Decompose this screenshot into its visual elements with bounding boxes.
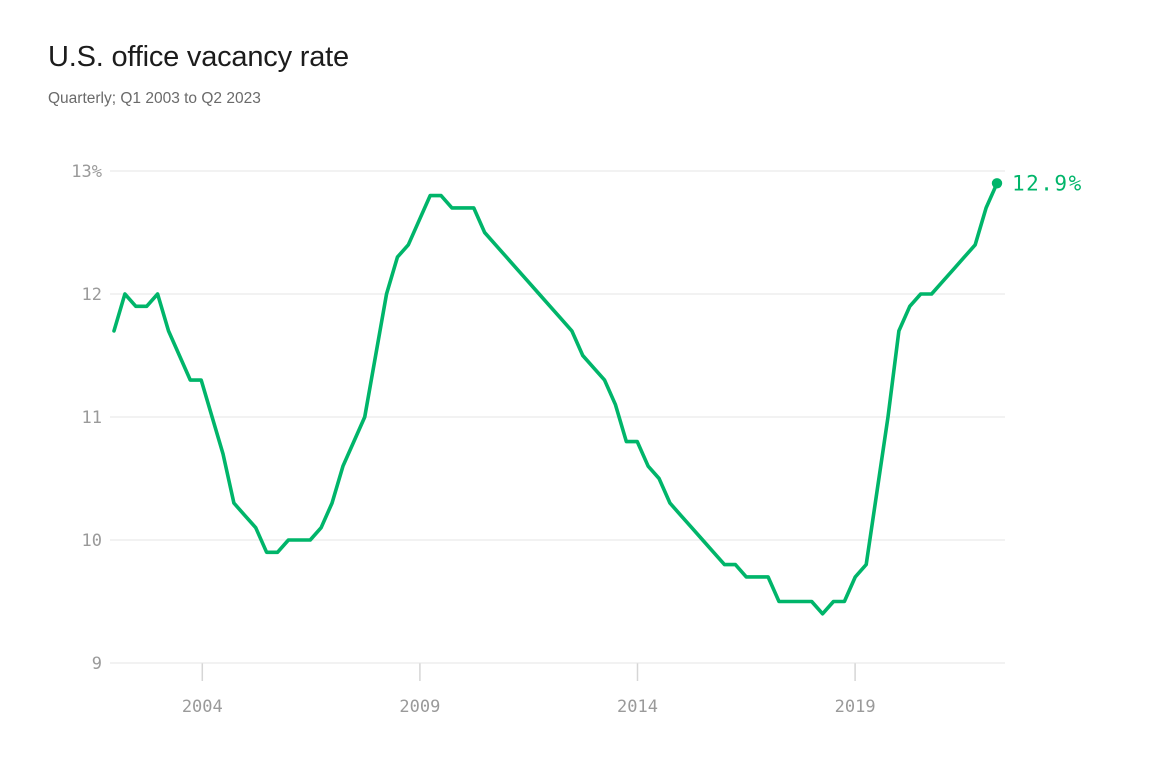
x-axis-tick-label: 2009: [399, 697, 440, 717]
y-axis-tick-label: 11: [82, 408, 102, 428]
x-axis-tick-label: 2019: [835, 697, 876, 717]
y-axis-tick-label: 13%: [71, 162, 102, 182]
chart-subtitle: Quarterly; Q1 2003 to Q2 2023: [48, 90, 261, 107]
y-axis-tick-label: 9: [92, 654, 102, 674]
x-axis-tick-label: 2004: [182, 697, 223, 717]
y-axis-tick-label: 12: [82, 285, 102, 305]
y-axis-tick-label: 10: [82, 531, 102, 551]
chart-title: U.S. office vacancy rate: [48, 41, 349, 73]
vacancy-rate-line: [112, 181, 999, 616]
x-axis-tick-label: 2014: [617, 697, 658, 717]
end-point-marker: [991, 178, 1003, 189]
end-value-label: 12.9%: [1012, 171, 1083, 195]
